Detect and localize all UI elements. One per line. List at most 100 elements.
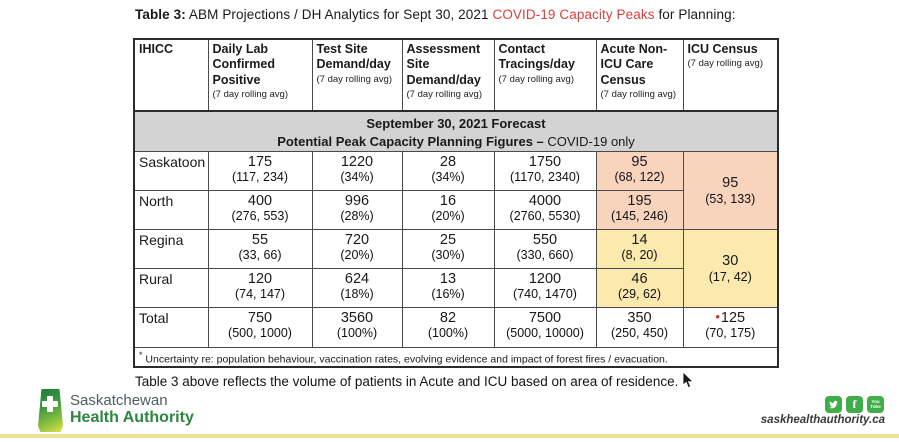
cell-acute: 350 (250, 450) — [595, 306, 684, 348]
cell-value: •125 — [684, 308, 777, 327]
cell-value: 3560 — [340, 309, 374, 326]
org-name: Saskatchewan Health Authority — [70, 392, 194, 428]
region-label: Total — [133, 306, 209, 348]
cell-value: 55 — [251, 231, 269, 248]
cell-range: (276, 553) — [231, 209, 289, 224]
cell-test-site: 624 (18%) — [311, 267, 403, 308]
header-label: Daily Lab Confirmed Positive — [212, 42, 276, 87]
header-label: Test Site Demand/day — [316, 42, 391, 72]
cell-contact: 7500 (5000, 10000) — [493, 306, 597, 348]
table-row-total: Total 750 (500, 1000) 3560 (100%) 82 (100%)… — [133, 306, 779, 348]
header-subnote: (7 day rolling avg) — [687, 58, 764, 70]
cell-range: (740, 1470) — [513, 287, 577, 302]
cell-value-number: 125 — [720, 309, 746, 326]
header-label: Assessment Site Demand/day — [406, 42, 481, 87]
cell-value: 350 — [627, 309, 652, 326]
cell-range: (20%) — [431, 209, 465, 224]
forecast-line1: September 30, 2021 Forecast — [366, 116, 546, 131]
social-icons: f You Tube — [825, 396, 884, 413]
cell-daily-lab: 750 (500, 1000) — [207, 306, 313, 348]
cell-daily-lab: 55 (33, 66) — [207, 228, 313, 269]
cell-range: (28%) — [340, 209, 374, 224]
column-header-daily-lab: Daily Lab Confirmed Positive (7 day rolli… — [207, 38, 313, 112]
header-subnote: (7 day rolling avg) — [498, 73, 575, 85]
table-row-saskatoon: Saskatoon 175 (117, 234) 1220 (34%) 28 (34%… — [133, 150, 779, 230]
cell-icu-regina-rural: 30 (17, 42) — [682, 228, 779, 308]
twitter-icon[interactable] — [825, 396, 842, 413]
forecast-banner-cell: September 30, 2021 Forecast Potential Pe… — [133, 110, 779, 152]
cell-icu-total: •125 (70, 175) — [682, 306, 779, 348]
forecast-banner: September 30, 2021 Forecast Potential Pe… — [133, 110, 779, 152]
forecast-line2-normal: COVID-19 only — [543, 133, 635, 149]
title-highlight: COVID-19 Capacity Peaks — [492, 7, 655, 22]
cell-range: (100%) — [336, 326, 378, 341]
cell-value: 400 — [247, 192, 273, 209]
cross-icon — [42, 401, 58, 407]
title-label: Table 3: — [135, 7, 186, 22]
table-row-north: North 400 (276, 553) 996 (28%) 16 (20%) 400… — [133, 189, 778, 230]
cell-daily-lab: 120 (74, 147) — [207, 267, 313, 308]
cell-value: 996 — [344, 192, 370, 209]
cell-value: 25 — [439, 231, 457, 248]
cell-daily-lab: 400 (276, 553) — [207, 189, 313, 230]
header-label: Acute Non-ICU Care Census — [600, 42, 668, 87]
cell-range: (5000, 10000) — [506, 326, 584, 341]
cell-test-site: 996 (28%) — [311, 189, 403, 230]
cell-value: 550 — [532, 231, 558, 248]
cell-range: (500, 1000) — [228, 326, 292, 341]
org-line1: Saskatchewan — [70, 392, 168, 409]
cell-contact: 550 (330, 660) — [493, 228, 597, 269]
cell-range: (8, 20) — [621, 248, 658, 263]
region-label: Saskatoon — [133, 150, 209, 191]
cell-range: (16%) — [431, 287, 465, 302]
mouse-cursor-icon — [682, 371, 695, 392]
footnote-asterisk: * — [139, 349, 143, 360]
cell-range: (74, 147) — [234, 287, 286, 302]
cell-value: 16 — [439, 192, 457, 209]
cell-value: 175 — [247, 153, 273, 170]
cell-value: 1220 — [340, 153, 374, 170]
page-title: Table 3: ABM Projections / DH Analytics … — [135, 7, 736, 22]
cell-assessment: 13 (16%) — [401, 267, 495, 308]
cell-value: 1750 — [528, 153, 562, 170]
cell-value: 624 — [344, 270, 370, 287]
cell-daily-lab: 175 (117, 234) — [207, 150, 313, 191]
org-line2: Health Authority — [70, 409, 194, 427]
youtube-icon[interactable]: You Tube — [867, 396, 884, 413]
forecast-line2-bold: Potential Peak Capacity Planning Figures… — [277, 133, 544, 149]
cell-assessment: 82 (100%) — [401, 306, 495, 348]
header-subnote: (7 day rolling avg) — [316, 73, 393, 85]
cell-range: (250, 450) — [611, 326, 668, 341]
cell-value: 95 — [722, 175, 739, 192]
cell-range: (2760, 5530) — [509, 209, 581, 224]
table-row-rural: Rural 120 (74, 147) 624 (18%) 13 (16%) 1200… — [133, 267, 778, 308]
cell-range: (53, 133) — [705, 191, 756, 206]
header-label: Contact Tracings/day — [498, 42, 575, 72]
cell-value: 14 — [631, 231, 648, 248]
cell-range: (34%) — [431, 170, 465, 185]
table-row-regina: Regina 55 (33, 66) 720 (20%) 25 (30%) 550 (3… — [133, 228, 779, 308]
cell-value: 720 — [344, 231, 370, 248]
cell-contact: 1750 (1170, 2340) — [493, 150, 597, 191]
column-header-ihicc: IHICC — [133, 38, 209, 112]
cell-value: 750 — [247, 309, 273, 326]
facebook-icon[interactable]: f — [846, 396, 863, 413]
header-subnote: (7 day rolling avg) — [406, 88, 483, 100]
red-dot: • — [715, 308, 720, 324]
region-label: North — [133, 189, 209, 230]
cell-value: 1200 — [528, 270, 562, 287]
website-url[interactable]: saskhealthauthority.ca — [760, 414, 885, 426]
header-subnote: (7 day rolling avg) — [212, 88, 289, 100]
cell-assessment: 28 (34%) — [401, 150, 495, 191]
column-header-acute-census: Acute Non-ICU Care Census (7 day rolling … — [595, 38, 684, 112]
cell-value: 28 — [439, 153, 457, 170]
cell-range: (34%) — [340, 170, 374, 185]
header-label: IHICC — [139, 42, 174, 56]
cell-value: 4000 — [528, 192, 562, 209]
cell-icu-saskatoon-north: 95 (53, 133) — [682, 150, 779, 230]
cell-test-site: 1220 (34%) — [311, 150, 403, 191]
cell-range: (145, 246) — [611, 209, 668, 224]
cell-contact: 1200 (740, 1470) — [493, 267, 597, 308]
table-header-row: IHICC Daily Lab Confirmed Positive (7 day… — [133, 38, 779, 112]
footnote-text: Uncertainty re: population behaviour, va… — [142, 353, 668, 365]
